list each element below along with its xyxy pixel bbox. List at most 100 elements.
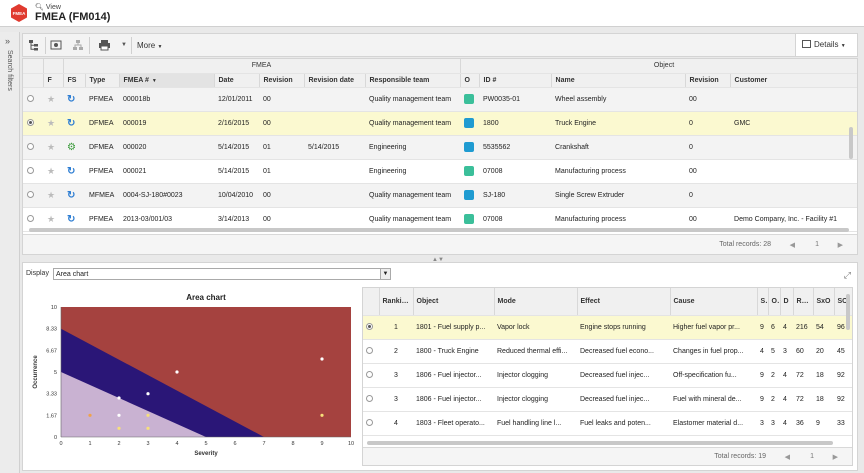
table-row[interactable]: ★ ↻ PFMEA 000021 5/14/2015 01 Engineering 07008… (23, 159, 857, 184)
more-menu-button[interactable]: More ▼ (137, 41, 162, 50)
column-header[interactable]: O (768, 288, 781, 316)
table-row[interactable]: ★ ↻ PFMEA 000018b 12/01/2011 00 Quality manage… (23, 87, 857, 112)
column-header[interactable]: ID # (479, 73, 552, 88)
star-icon[interactable]: ★ (47, 141, 56, 152)
column-header[interactable]: FS (63, 73, 86, 88)
radio-button[interactable] (27, 167, 34, 175)
favorite-cell[interactable]: ★ (43, 135, 63, 160)
row-radio[interactable] (363, 339, 379, 364)
table-row[interactable]: 3 1806 - Fuel injector... Injector cloggin… (363, 387, 852, 412)
data-point[interactable] (175, 370, 179, 374)
column-header[interactable]: Revision date (304, 73, 366, 88)
details-button[interactable]: Details ▼ (795, 34, 857, 56)
column-header[interactable]: Revision (259, 73, 305, 88)
radio-button[interactable] (27, 143, 34, 151)
print-dropdown-chevron-icon[interactable]: ▼ (121, 42, 127, 48)
breadcrumb[interactable]: 🔍︎ View (35, 3, 61, 11)
column-header[interactable]: Date (214, 73, 260, 88)
radio-button[interactable] (366, 419, 373, 427)
column-header[interactable]: SxO (813, 288, 835, 316)
data-point[interactable] (117, 413, 121, 417)
star-icon[interactable]: ★ (47, 165, 56, 176)
prev-page-icon[interactable]: ◀ (784, 454, 790, 461)
next-page-icon[interactable]: ▶ (837, 242, 843, 249)
column-header[interactable]: Type (85, 73, 120, 88)
page-number[interactable]: 1 (810, 453, 814, 460)
data-point[interactable] (146, 413, 150, 417)
data-point[interactable] (146, 392, 150, 396)
column-header[interactable]: Cause (670, 288, 758, 316)
radio-button[interactable] (27, 215, 34, 223)
radio-button[interactable] (366, 347, 373, 355)
star-icon[interactable]: ★ (47, 93, 56, 104)
table-row[interactable]: ★ ↻ MFMEA 0004-SJ-180#0023 10/04/2010 00 Quali… (23, 183, 857, 208)
grid-horizontal-scrollbar[interactable] (29, 228, 849, 232)
column-header[interactable]: Object (413, 288, 495, 316)
radio-button[interactable] (27, 95, 34, 103)
favorite-cell[interactable]: ★ (43, 111, 63, 136)
column-header[interactable]: F (43, 73, 64, 88)
data-point[interactable] (117, 426, 121, 430)
table-row[interactable]: ★ ⚙ DFMEA 000020 5/14/2015 01 5/14/2015 Enginee… (23, 135, 857, 160)
radio-button[interactable] (366, 395, 373, 403)
radio-button[interactable] (27, 119, 34, 127)
favorite-cell[interactable]: ★ (43, 87, 63, 112)
favorite-cell[interactable]: ★ (43, 159, 63, 184)
data-point[interactable] (88, 413, 92, 417)
view-record-icon[interactable] (49, 39, 63, 52)
data-point[interactable] (320, 413, 324, 417)
expand-chevron-icon[interactable]: » (5, 36, 11, 46)
column-header[interactable]: FMEA # ▼ (119, 73, 215, 88)
column-header[interactable]: RPN (793, 288, 814, 316)
radio-button[interactable] (366, 323, 373, 331)
structure-icon[interactable] (71, 39, 85, 52)
table-row[interactable]: 3 1806 - Fuel injector... Injector cloggin… (363, 363, 852, 388)
column-header[interactable]: Mode (494, 288, 578, 316)
row-radio[interactable] (363, 387, 379, 412)
table-row[interactable]: ★ ↻ DFMEA 000019 2/16/2015 00 Quality manageme… (23, 111, 857, 136)
column-header[interactable]: SO (834, 288, 852, 316)
splitter-handle-icon[interactable]: ▲▼ (432, 257, 444, 263)
row-radio[interactable] (23, 135, 43, 160)
column-header[interactable]: Customer (730, 73, 857, 88)
column-header[interactable]: S (757, 288, 769, 316)
row-radio[interactable] (23, 183, 43, 208)
row-radio[interactable] (363, 411, 379, 436)
data-point[interactable] (117, 396, 121, 400)
row-radio[interactable] (363, 315, 379, 340)
column-header[interactable]: Effect (577, 288, 671, 316)
table-row[interactable]: 4 1803 - Fleet operato... Fuel handling li… (363, 411, 852, 436)
ranking-vertical-scrollbar[interactable] (846, 294, 850, 330)
row-radio[interactable] (23, 111, 43, 136)
data-point[interactable] (146, 426, 150, 430)
table-row[interactable]: ★ ↻ PFMEA 2013-03/001/03 3/14/2013 00 Quality … (23, 207, 857, 232)
print-icon[interactable] (97, 39, 111, 52)
next-page-icon[interactable]: ▶ (832, 454, 838, 461)
column-header[interactable]: Name (551, 73, 686, 88)
hierarchy-icon[interactable] (27, 39, 41, 52)
column-header[interactable]: D (780, 288, 794, 316)
row-radio[interactable] (363, 363, 379, 388)
data-point[interactable] (320, 357, 324, 361)
row-radio[interactable] (23, 159, 43, 184)
expand-icon[interactable]: ⤢ (843, 270, 851, 280)
table-row[interactable]: 2 1800 - Truck Engine Reduced thermal effi… (363, 339, 852, 364)
star-icon[interactable]: ★ (47, 189, 56, 200)
column-header[interactable]: O (460, 73, 480, 88)
favorite-cell[interactable]: ★ (43, 183, 63, 208)
search-filters-sidebar[interactable]: » Search filters (0, 32, 20, 473)
radio-button[interactable] (366, 371, 373, 379)
row-radio[interactable] (23, 87, 43, 112)
display-select[interactable]: Area chart ▼ (53, 268, 391, 280)
table-row[interactable]: 1 1801 - Fuel supply p... Vapor lock Engine… (363, 315, 852, 340)
chevron-down-icon[interactable]: ▼ (380, 269, 390, 279)
ranking-horizontal-scrollbar[interactable] (367, 441, 833, 445)
column-header[interactable]: Ranking (379, 288, 414, 316)
grid-vertical-scrollbar[interactable] (849, 127, 853, 159)
page-number[interactable]: 1 (815, 241, 819, 248)
prev-page-icon[interactable]: ◀ (789, 242, 795, 249)
column-header[interactable]: Responsible team (365, 73, 461, 88)
star-icon[interactable]: ★ (47, 117, 56, 128)
star-icon[interactable]: ★ (47, 213, 56, 224)
column-header[interactable]: Revision (685, 73, 731, 88)
